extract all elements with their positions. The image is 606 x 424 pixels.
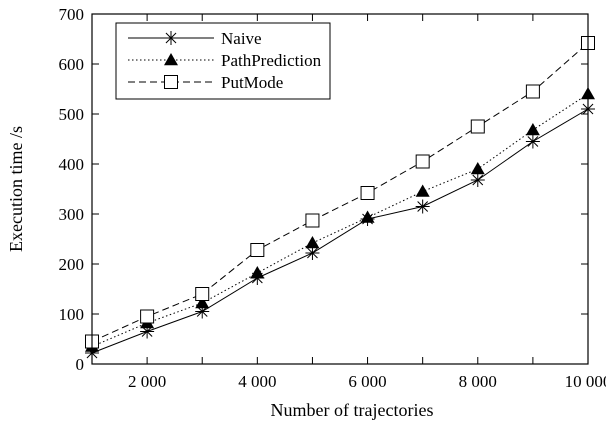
star-stroke [307,247,318,259]
y-tick-label: 100 [59,305,85,324]
y-tick-label: 500 [59,105,85,124]
data-point [470,119,485,134]
plot-frame [91,13,589,365]
data-point [360,210,375,223]
y-tick-label: 200 [59,255,85,274]
data-point [360,186,375,200]
legend-marker [164,75,178,89]
data-point [305,213,320,228]
y-tick-label: 600 [59,55,85,74]
legend-label: PathPrediction [221,51,322,70]
star-stroke [417,201,429,212]
data-point [195,287,210,301]
x-tick-label: 2 000 [128,372,166,391]
series-line [91,108,589,354]
legend-marker [164,31,178,45]
data-point [525,134,540,149]
data-point [140,309,155,324]
data-point [470,173,485,187]
series-line [91,93,589,347]
legend-label: PutMode [221,73,283,92]
x-axis-title: Number of trajectories [271,400,434,420]
y-tick-label: 400 [59,155,85,174]
legend: Naive PathPrediction PutMode [115,22,331,100]
data-point [470,162,485,175]
legend-marker [164,53,178,66]
x-tick-label: 10 000 [565,372,606,391]
data-point [305,246,320,260]
legend-label: Naive [221,29,262,48]
series-Naive [85,102,595,360]
series-PutMode [85,36,595,349]
data-point [415,184,430,197]
series-line [91,42,589,342]
y-tick-label: 700 [59,5,85,24]
x-tick-label: 6 000 [348,372,386,391]
x-tick-label: 4 000 [238,372,276,391]
star-stroke [165,32,177,44]
data-point [195,296,210,309]
data-point [525,123,540,136]
data-point [415,199,430,214]
series-PathPrediction [85,87,595,352]
data-point [525,84,540,99]
y-axis-title: Execution time /s [6,126,26,252]
data-point [415,154,430,169]
data-point [250,243,265,257]
axes: 0 100 200 300 400 500 600 700 2 000 4 000 6 000 8 0… [6,5,606,420]
star-stroke [472,174,484,186]
star-stroke [527,136,539,147]
data-point [305,236,320,249]
x-tick-label: 8 000 [459,372,497,391]
legend-box [115,22,331,100]
y-tick-label: 0 [76,355,85,374]
data-point [250,266,265,279]
y-tick-label: 300 [59,205,85,224]
